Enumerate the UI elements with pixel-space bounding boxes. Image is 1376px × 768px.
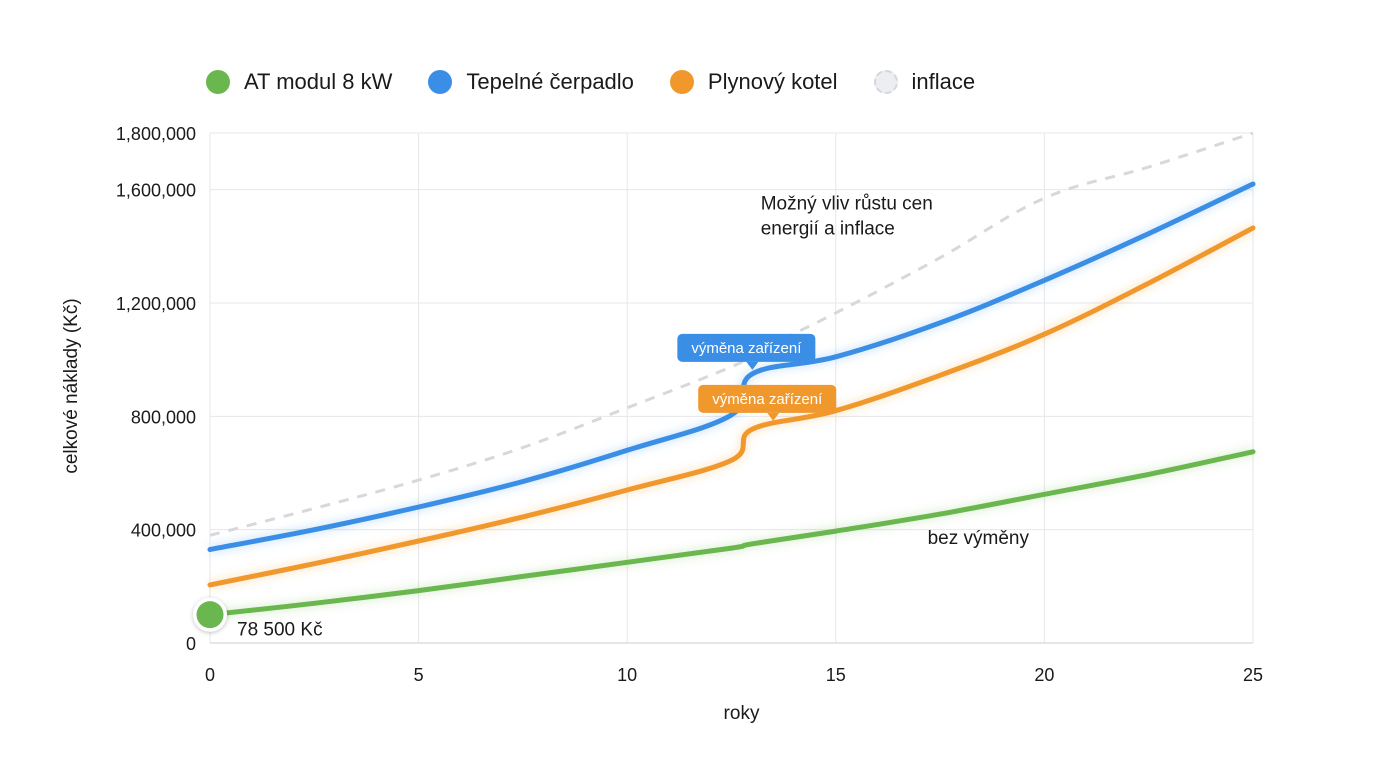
x-tick-label: 25 (1243, 665, 1263, 685)
legend-item-inflace[interactable]: inflace (873, 69, 976, 95)
legend-marker-inflace (873, 70, 898, 94)
callout-vymena-zarizeni: výměna zařízení (698, 384, 837, 421)
start-point-marker[interactable] (196, 601, 224, 629)
x-tick-label: 10 (617, 665, 637, 685)
series-glow-at-modul (209, 446, 1255, 620)
callout-box (677, 333, 816, 362)
callout-text: výměna zařízení (691, 340, 802, 357)
y-tick-label: 1,200,000 (116, 294, 196, 314)
x-tick-label: 0 (205, 665, 215, 685)
y-tick-label: 1,800,000 (116, 124, 196, 144)
legend-marker-at-modul (206, 70, 230, 94)
series-line-plynovy-kotel (207, 225, 1256, 588)
legend-label-plynovy-kotel: Plynový kotel (707, 69, 838, 94)
annotation-text: bez výměny (928, 528, 1030, 549)
y-axis-title: celkové náklady (Kč) (61, 298, 82, 473)
callout-pointer (746, 361, 759, 370)
legend-item-plynovy-kotel[interactable]: Plynový kotel (669, 69, 838, 95)
callout-text: výměna zařízení (712, 391, 823, 408)
series-line-at-modul (207, 449, 1256, 618)
axes: 0 400,000 800,000 1,200,000 1,600,000 1,800,0… (61, 124, 1263, 724)
legend-label-at-modul: AT modul 8 kW (244, 69, 393, 94)
series-line-inflace (209, 131, 1254, 537)
legend-marker-tepelne-cerpadlo (428, 70, 453, 94)
y-tick-label: 0 (186, 634, 196, 654)
callout-pointer (767, 412, 780, 421)
x-axis-title: roky (724, 703, 760, 724)
legend: AT modul 8 kW Tepelné čerpadlo Plynový k… (206, 66, 1011, 98)
y-tick-label: 800,000 (131, 407, 196, 427)
y-tick-label: 1,600,000 (116, 181, 196, 201)
legend-label-inflace: inflace (911, 69, 976, 94)
legend-marker-plynovy-kotel (669, 70, 694, 94)
legend-label-tepelne-cerpadlo: Tepelné čerpadlo (466, 69, 634, 94)
legend-item-tepelne-cerpadlo[interactable]: Tepelné čerpadlo (428, 69, 634, 95)
series-lines (207, 131, 1256, 620)
start-point-label: 78 500 Kč (237, 620, 323, 641)
callout-box (698, 384, 837, 413)
annotation-text: energií a inflace (761, 219, 895, 240)
x-tick-label: 5 (414, 665, 424, 685)
annotations: 78 500 Kč výměna zařízení výměna zařízení M… (193, 194, 1029, 641)
callout-vymena-zarizeni: výměna zařízení (677, 333, 816, 370)
y-tick-label: 400,000 (131, 521, 196, 541)
legend-item-at-modul[interactable]: AT modul 8 kW (206, 69, 392, 95)
annotation-text: Možný vliv růstu cen (761, 194, 933, 215)
x-tick-label: 15 (826, 665, 846, 685)
x-tick-label: 20 (1034, 665, 1054, 685)
